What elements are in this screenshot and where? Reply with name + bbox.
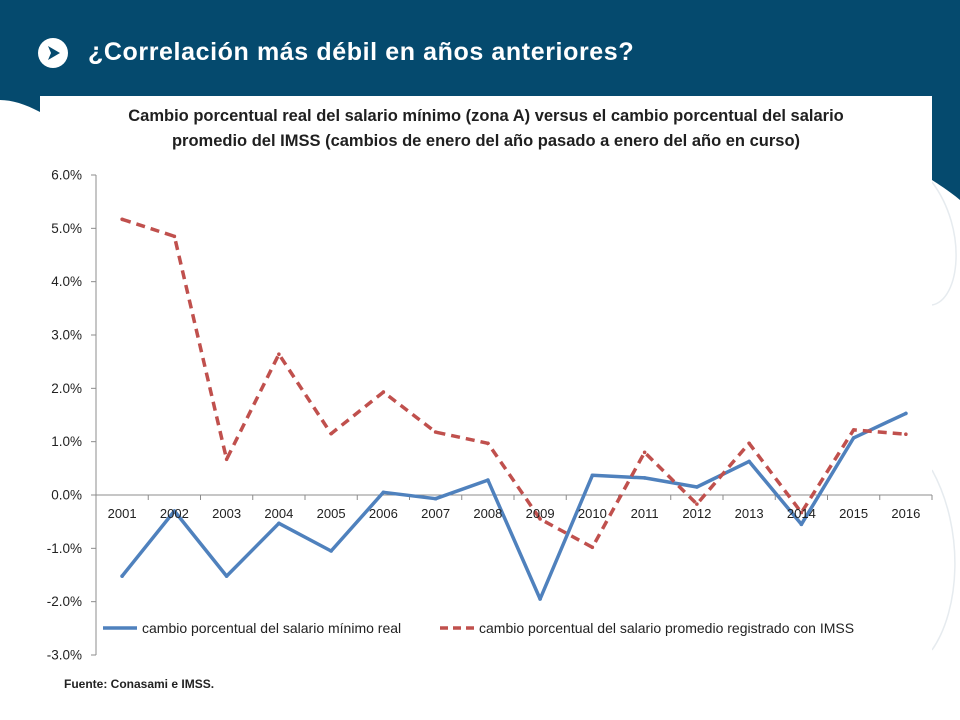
series-1-point <box>747 459 751 464</box>
series-2-point <box>851 428 856 432</box>
x-tick-label: 2012 <box>682 506 711 521</box>
series-1-point <box>329 549 333 553</box>
series-line-2 <box>121 217 907 550</box>
series-1-point <box>433 496 438 501</box>
series-2-point <box>747 441 751 446</box>
x-tick-label: 2006 <box>369 506 398 521</box>
x-tick-label: 2016 <box>891 506 920 521</box>
series-2-point <box>277 352 281 357</box>
series-2-point <box>695 502 699 506</box>
x-tick-label: 2013 <box>735 506 764 521</box>
source-note: Fuente: Conasami e IMSS. <box>64 677 215 691</box>
x-tick-label: 2011 <box>631 506 659 521</box>
chart-panel: Cambio porcentual real del salario mínim… <box>40 96 932 700</box>
slide-title: ¿Correlación más débil en años anteriore… <box>88 38 635 66</box>
x-tick-label: 2007 <box>421 506 450 521</box>
x-tick-label: 2008 <box>473 506 502 521</box>
chart-title-line-2: promedio del IMSS (cambios de enero del … <box>171 132 801 150</box>
series-line-1 <box>120 411 908 601</box>
series-1-point <box>851 436 856 440</box>
x-tick-label: 2015 <box>839 506 868 521</box>
y-tick-label: 6.0% <box>51 168 82 183</box>
series-2-point <box>224 457 229 462</box>
x-tick-label: 2009 <box>526 506 555 521</box>
y-tick-label: 5.0% <box>51 221 82 236</box>
arrow-right-icon <box>38 38 68 68</box>
series-1-point <box>172 509 177 513</box>
legend-label-1: cambio porcentual del salario mínimo rea… <box>142 620 401 636</box>
series-2-point <box>381 390 386 394</box>
series-1-point <box>590 473 595 478</box>
series-1-point <box>904 411 908 416</box>
series-2-point <box>904 432 908 437</box>
y-tick-label: 2.0% <box>51 381 82 396</box>
series-2-point <box>590 545 595 550</box>
x-tick-label: 2004 <box>264 506 293 521</box>
x-tick-label: 2010 <box>578 506 607 521</box>
chart-title: Cambio porcentual real del salario mínim… <box>40 104 932 154</box>
series-1-point <box>120 574 124 578</box>
series-1-point <box>695 485 699 489</box>
y-tick-label: -2.0% <box>47 594 82 609</box>
series-2-point <box>433 430 438 434</box>
series-1-point <box>538 597 542 601</box>
series-1-point <box>642 476 647 480</box>
series-1-point <box>381 490 386 495</box>
y-tick-label: 4.0% <box>51 274 82 289</box>
series-2-point <box>538 517 542 521</box>
series-2-point <box>329 431 333 436</box>
series-1-point <box>486 478 490 482</box>
series-2-point <box>799 510 804 515</box>
x-tick-label: 2002 <box>160 506 189 521</box>
x-tick-label: 2014 <box>787 506 816 521</box>
x-tick-label: 2005 <box>317 506 346 521</box>
x-tick-label: 2003 <box>212 506 241 521</box>
y-tick-label: 1.0% <box>51 434 82 449</box>
series-2-point <box>172 234 177 239</box>
series-1-point <box>277 521 281 526</box>
x-tick-label: 2001 <box>108 506 137 521</box>
y-tick-label: -3.0% <box>47 648 82 663</box>
chart-title-line-1: Cambio porcentual real del salario mínim… <box>128 107 844 125</box>
y-tick-label: -1.0% <box>47 541 82 556</box>
y-tick-label: 0.0% <box>51 488 82 503</box>
series-2-point <box>486 441 490 446</box>
series-1-point <box>224 574 229 578</box>
series-1-point <box>799 522 804 527</box>
legend-label-2: cambio porcentual del salario promedio r… <box>479 620 854 636</box>
series-2-point <box>120 217 124 222</box>
y-tick-label: 3.0% <box>51 328 82 343</box>
series-2-point <box>642 450 647 455</box>
